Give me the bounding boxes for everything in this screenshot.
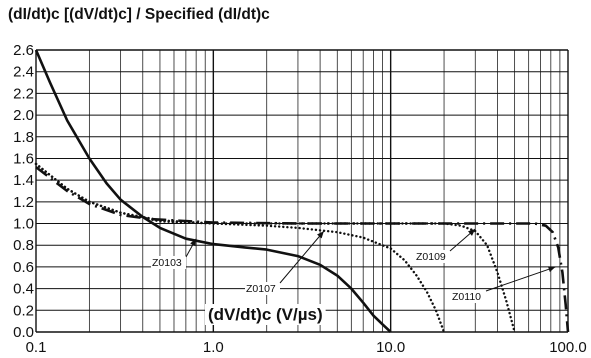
x-tick-label: 0.1	[26, 339, 47, 356]
y-tick-label: 1.2	[13, 194, 34, 211]
y-tick-label: 1.0	[13, 216, 34, 233]
x-tick-labels: 0.1 1.0 10.0 100.0	[26, 339, 587, 356]
annotation-leader-z0107	[280, 231, 324, 283]
y-tick-label: 0.6	[13, 259, 34, 276]
y-tick-label: 0.4	[13, 281, 34, 298]
y-tick-label: 1.6	[13, 150, 34, 167]
y-tick-label: 2.4	[13, 64, 34, 81]
x-tick-label: 1.0	[203, 339, 224, 356]
y-tick-label: 2.2	[13, 85, 34, 102]
y-tick-label: 1.8	[13, 129, 34, 146]
x-tick-label: 100.0	[549, 339, 587, 356]
y-tick-label: 1.4	[13, 172, 34, 189]
annotation-label-z0107: Z0107	[246, 283, 276, 295]
annotation-label-z0110: Z0110	[452, 291, 481, 303]
y-tick-labels: 0.00.20.40.60.81.01.21.41.61.82.02.22.42…	[13, 42, 34, 341]
y-tick-label: 0.2	[13, 302, 34, 319]
y-tick-label: 2.0	[13, 107, 34, 124]
y-tick-label: 2.6	[13, 42, 34, 59]
annotation-label-z0103: Z0103	[152, 257, 182, 269]
series-lines	[36, 50, 568, 332]
annotation-arrow-z0110	[548, 266, 556, 272]
annotation-label-z0109: Z0109	[416, 251, 446, 263]
y-tick-label: 0.8	[13, 237, 34, 254]
x-axis-label: (dV/dt)c (V/µs)	[208, 305, 323, 324]
x-tick-label: 10.0	[376, 339, 405, 356]
grid-major	[36, 50, 568, 332]
